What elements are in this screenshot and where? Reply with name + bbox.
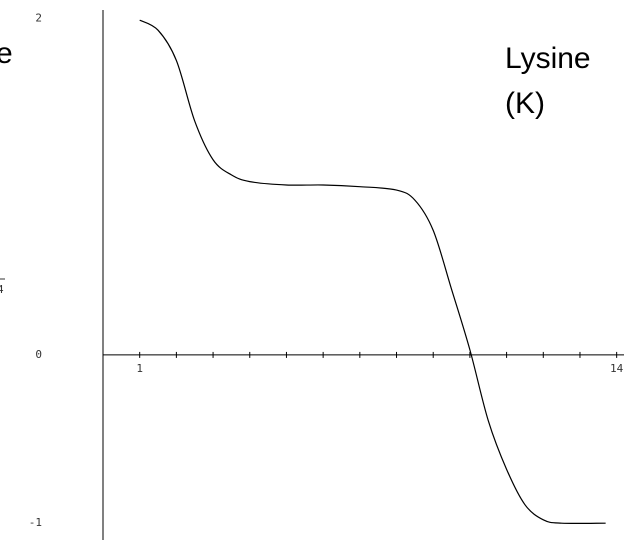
y-tick-label: -1 [29,516,42,529]
annotation: 4 [0,283,4,296]
x-tick-label: 14 [610,362,624,375]
y-tick-label: 2 [35,11,42,24]
x-tick-label: 1 [136,362,143,375]
annotation: (K) [505,87,545,120]
y-tick-label: 0 [35,348,42,361]
curve [139,19,606,525]
annotation: e [0,37,13,70]
annotation: Lysine [505,42,591,75]
